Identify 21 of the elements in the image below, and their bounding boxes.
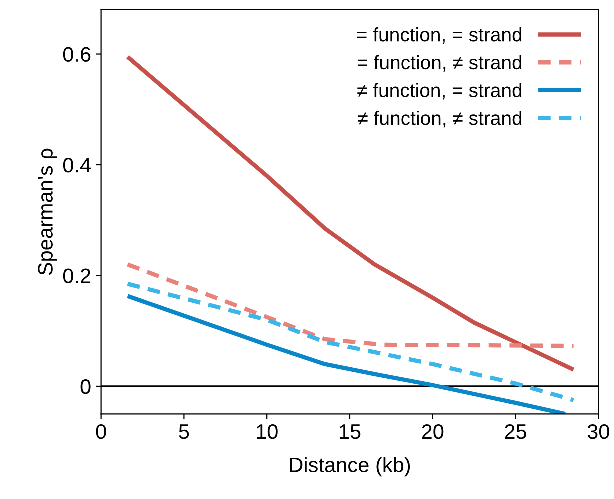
y-tick-label: 0.4 <box>63 158 91 173</box>
line-series <box>126 294 568 414</box>
x-tick-label: 0 <box>96 424 106 440</box>
x-tick-label: 15 <box>340 424 361 440</box>
legend-label: ≠ function, = strand <box>358 83 522 100</box>
x-tick-label: 25 <box>505 424 526 440</box>
y-tick-label: 0.2 <box>63 268 91 284</box>
legend-label: = function, ≠ strand <box>358 55 522 72</box>
line-series <box>126 262 576 348</box>
y-tick-label: 0.6 <box>63 47 91 62</box>
legend-label: ≠ function, ≠ strand <box>358 111 522 128</box>
y-tick-label: 0 <box>80 379 91 394</box>
x-tick-label: 10 <box>257 424 278 440</box>
x-tick-label: 20 <box>422 424 444 440</box>
x-axis-title: Distance (kb) <box>290 457 410 477</box>
y-axis-title: Spearman's ρ <box>38 148 58 276</box>
line-series <box>126 282 576 402</box>
legend-label: = function, = strand <box>357 27 522 44</box>
x-tick-label: 5 <box>179 424 190 440</box>
line-series <box>126 54 576 372</box>
x-tick-label: 30 <box>588 424 610 440</box>
